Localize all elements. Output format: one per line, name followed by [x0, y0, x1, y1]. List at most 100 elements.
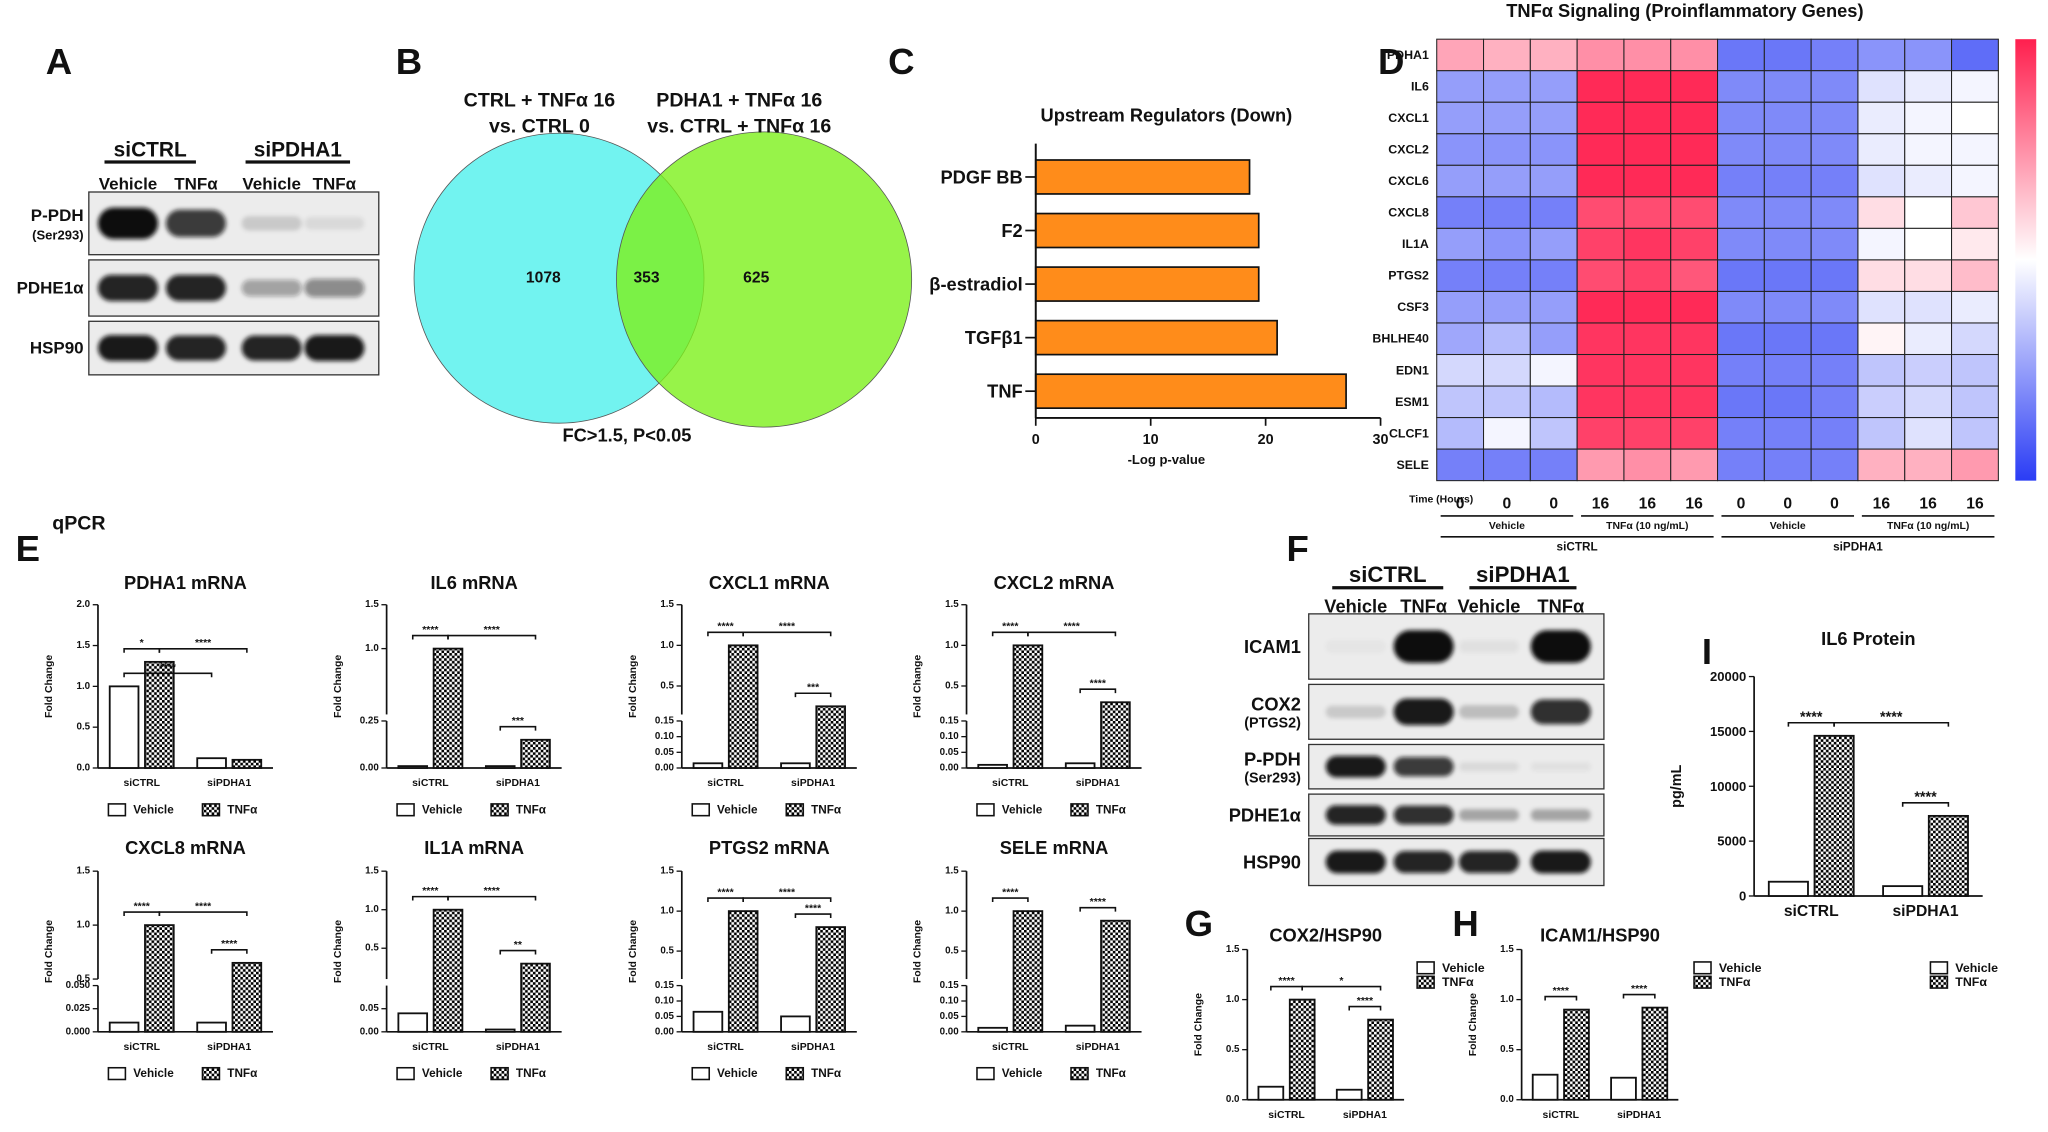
heatmap-cell [1904, 448, 1953, 482]
heatmap-cell [1717, 290, 1765, 324]
y-tick-label: 1.5 [365, 866, 379, 877]
x-tick-label: 30 [1373, 432, 1389, 448]
blot-row-sublabel: (Ser293) [1244, 770, 1301, 786]
y-tick-label: 0.25 [360, 715, 380, 726]
panel-letter: D [1378, 41, 1404, 82]
heatmap-cell [1951, 448, 1999, 482]
heatmap-cell [1717, 101, 1765, 135]
heatmap-cell [1857, 290, 1906, 324]
significance-label: **** [195, 638, 212, 649]
heatmap-cell [1529, 322, 1578, 356]
legend-swatch [691, 803, 711, 817]
significance-label: *** [512, 716, 525, 727]
significance-bracket [742, 631, 832, 637]
y-tick-label: 1.0 [1226, 994, 1240, 1005]
significance-bracket [1901, 802, 1950, 807]
venn-count: 1078 [526, 270, 561, 287]
row-label: ESM1 [1395, 395, 1429, 409]
significance-bracket [210, 949, 248, 954]
blot-band [1458, 851, 1520, 874]
heatmap-cell [1529, 133, 1578, 166]
venn-set-label: CTRL + TNFα 16 [464, 90, 616, 112]
heatmap-cell [1483, 164, 1531, 198]
legend-label: TNFα [1096, 1067, 1127, 1080]
blot-group: siPDHA1 [1476, 562, 1570, 587]
x-tick-label: siPDHA1 [496, 1042, 540, 1053]
significance-label: ** [514, 940, 523, 951]
y-tick-label: 1.5 [945, 866, 959, 877]
bar [692, 1010, 724, 1033]
legend-label: TNFα [1719, 975, 1751, 989]
blot-band [1393, 851, 1454, 874]
heatmap-cell [1623, 70, 1672, 103]
heatmap-cell [1763, 133, 1812, 166]
heatmap-cell [1810, 101, 1859, 135]
legend-label: Vehicle [717, 1067, 758, 1080]
bar [397, 765, 429, 769]
bar [815, 926, 846, 1033]
blot-lane: Vehicle [1457, 596, 1520, 617]
legend-swatch [201, 1066, 221, 1081]
bar [727, 910, 759, 1033]
y-axis-label: Fold Change [1468, 993, 1479, 1056]
heatmap-cell [1810, 322, 1859, 356]
legend-label: Vehicle [1955, 961, 1998, 975]
x-tick-label: siPDHA1 [1892, 903, 1958, 920]
heatmap-cell [1436, 133, 1485, 166]
column-label: 16 [1685, 496, 1703, 513]
heatmap-cell [1670, 259, 1719, 292]
chart-title: IL6 mRNA [430, 572, 517, 593]
bar [432, 647, 464, 769]
legend-label: Vehicle [717, 803, 758, 816]
heatmap-cell [1483, 290, 1531, 324]
heatmap-cell [1436, 227, 1485, 261]
significance-label: **** [717, 887, 734, 898]
blot-band [304, 335, 365, 362]
heatmap-cell [1717, 70, 1765, 103]
heatmap-cell [1717, 133, 1765, 166]
bar [520, 962, 551, 1033]
blot-band [165, 274, 226, 302]
heatmap-cell [1951, 101, 1999, 135]
significance-label: **** [1278, 976, 1295, 987]
heatmap-cell [1904, 417, 1953, 450]
y-tick-label: 0.0 [1500, 1094, 1514, 1105]
heatmap-cell [1670, 227, 1719, 261]
x-tick-label: siPDHA1 [791, 1042, 835, 1053]
y-tick-label: PDGF BB [940, 166, 1022, 187]
column-label: 0 [1737, 496, 1746, 513]
legend-label: TNFα [227, 803, 258, 816]
heatmap-cell [1904, 353, 1953, 387]
heatmap-cell [1623, 196, 1672, 229]
heatmap-cell [1623, 385, 1672, 419]
y-tick-label: 1.0 [660, 906, 674, 917]
legend-label: Vehicle [422, 803, 463, 816]
chart-title: COX2/HSP90 [1269, 925, 1382, 946]
significance-bracket [794, 913, 832, 918]
legend-swatch [1693, 975, 1712, 989]
venn-set-label: vs. CTRL + TNFα 16 [647, 116, 831, 138]
panel-letter: F [1287, 528, 1309, 569]
blot-lane: Vehicle [1324, 596, 1387, 617]
heatmap-cell [1810, 259, 1859, 292]
blot-band [97, 274, 159, 302]
significance-label: **** [1631, 984, 1648, 995]
legend-swatch [201, 803, 221, 817]
significance-bracket [794, 692, 832, 698]
heatmap-cell [1717, 164, 1765, 198]
heatmap-cell [1576, 353, 1625, 387]
heatmap-cell [1483, 417, 1531, 450]
bar [1100, 701, 1131, 769]
bar [144, 924, 175, 1033]
heatmap-cell [1763, 101, 1812, 135]
heatmap-cell [1810, 196, 1859, 229]
chart-title: IL1A mRNA [424, 837, 524, 858]
heatmap-cell [1717, 448, 1765, 482]
significance-bracket [447, 634, 537, 640]
heatmap-cell [1576, 290, 1625, 324]
heatmap-cell [1857, 101, 1906, 135]
column-label: 0 [1783, 496, 1792, 513]
heatmap-cell [1904, 101, 1953, 135]
legend-label: TNFα [1096, 803, 1127, 816]
legend-label: Vehicle [1442, 961, 1485, 975]
